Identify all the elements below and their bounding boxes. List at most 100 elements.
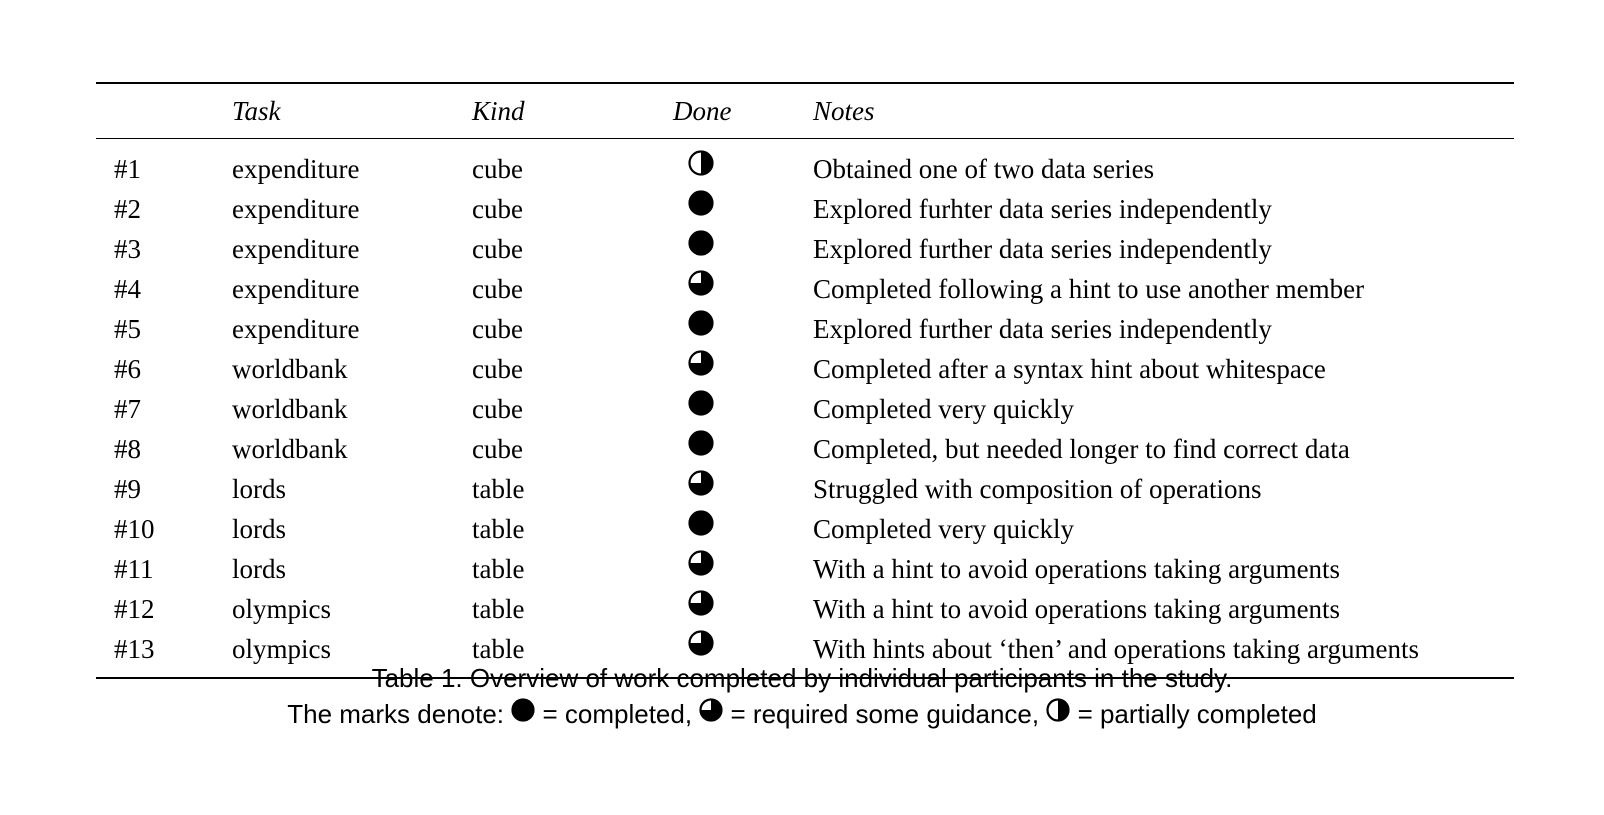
table-row: #3 expenditure cube Explored further data s… [96, 229, 1514, 269]
table-header-row: Task Kind Done Notes [96, 84, 1514, 138]
cell-kind: table [472, 633, 525, 664]
cell-id: #6 [114, 353, 141, 384]
cell-kind: cube [472, 273, 523, 304]
cell-done [673, 429, 813, 469]
cell-notes: Completed, but needed longer to find cor… [813, 433, 1350, 464]
cell-task: expenditure [232, 313, 360, 344]
table-row: #5 expenditure cube Explored further data s… [96, 309, 1514, 349]
table-bottom-rule [96, 677, 1514, 679]
cell-done [673, 509, 813, 549]
header-notes: Notes [813, 95, 875, 126]
cell-id: #3 [114, 233, 141, 264]
cell-done [673, 389, 813, 429]
cell-id: #7 [114, 393, 141, 424]
table-header-rule [96, 138, 1514, 139]
results-table-container: Task Kind Done Notes #1 expenditure cube Ob… [96, 82, 1514, 679]
cell-notes: With hints about ‘then’ and operations t… [813, 633, 1420, 664]
guidance-mark-icon [699, 695, 723, 731]
cell-kind: cube [472, 193, 523, 224]
partial-mark-icon [1046, 695, 1070, 731]
table-row: #13 olympics table With hints about ‘then’ … [96, 629, 1514, 669]
cell-id: #10 [114, 513, 155, 544]
cell-task: expenditure [232, 273, 360, 304]
cell-task: worldbank [232, 393, 348, 424]
cell-kind: table [472, 593, 525, 624]
cell-task: lords [232, 473, 286, 504]
cell-id: #2 [114, 193, 141, 224]
cell-id: #8 [114, 433, 141, 464]
cell-task: worldbank [232, 353, 348, 384]
completed-mark-icon [688, 230, 714, 263]
cell-task: lords [232, 553, 286, 584]
completed-mark-icon [688, 430, 714, 463]
cell-id: #5 [114, 313, 141, 344]
cell-id: #11 [114, 553, 154, 584]
cell-notes: Obtained one of two data series [813, 153, 1155, 184]
cell-done [673, 549, 813, 589]
cell-id: #1 [114, 153, 141, 184]
completed-mark-icon [688, 310, 714, 343]
cell-task: expenditure [232, 193, 360, 224]
cell-done [673, 189, 813, 229]
caption-legend-partial: = partially completed [1070, 699, 1317, 729]
cell-notes: Completed very quickly [813, 393, 1074, 424]
cell-done [673, 589, 813, 629]
cell-kind: table [472, 513, 525, 544]
cell-kind: cube [472, 433, 523, 464]
cell-task: lords [232, 513, 286, 544]
table-row: #9 lords table Struggled with composition o… [96, 469, 1514, 509]
cell-done [673, 229, 813, 269]
cell-notes: Completed following a hint to use anothe… [813, 273, 1365, 304]
table-caption: Table 1. Overview of work completed by i… [0, 660, 1604, 734]
cell-notes: Explored furhter data series independent… [813, 193, 1272, 224]
cell-kind: cube [472, 313, 523, 344]
completed-mark-icon [511, 695, 535, 731]
cell-task: olympics [232, 633, 331, 664]
cell-notes: Struggled with composition of operations [813, 473, 1262, 504]
cell-kind: cube [472, 353, 523, 384]
cell-kind: table [472, 553, 525, 584]
completed-mark-icon [688, 510, 714, 543]
table-row: #4 expenditure cube Completed following a h… [96, 269, 1514, 309]
table-row: #12 olympics table With a hint to avoid ope… [96, 589, 1514, 629]
cell-done [673, 269, 813, 309]
caption-line-2: The marks denote: = completed, = require… [0, 696, 1604, 734]
table-top-rule [96, 82, 1514, 84]
guidance-mark-icon [688, 590, 714, 623]
cell-notes: With a hint to avoid operations taking a… [813, 593, 1341, 624]
cell-done [673, 629, 813, 669]
cell-notes: With a hint to avoid operations taking a… [813, 553, 1341, 584]
guidance-mark-icon [688, 550, 714, 583]
header-task: Task [232, 95, 281, 126]
caption-line-1: Table 1. Overview of work completed by i… [371, 663, 1233, 693]
cell-done [673, 139, 813, 189]
cell-done [673, 349, 813, 389]
cell-kind: cube [472, 153, 523, 184]
cell-kind: cube [472, 233, 523, 264]
cell-id: #13 [114, 633, 155, 664]
cell-done [673, 309, 813, 349]
table-row: #7 worldbank cube Completed very quickly [96, 389, 1514, 429]
partial-mark-icon [688, 150, 714, 183]
completed-mark-icon [688, 190, 714, 223]
cell-done [673, 469, 813, 509]
cell-kind: table [472, 473, 525, 504]
caption-legend-prefix: The marks denote: [287, 699, 512, 729]
cell-id: #9 [114, 473, 141, 504]
guidance-mark-icon [688, 350, 714, 383]
table-row: #10 lords table Completed very quickly [96, 509, 1514, 549]
guidance-mark-icon [688, 630, 714, 663]
cell-notes: Completed very quickly [813, 513, 1074, 544]
guidance-mark-icon [688, 470, 714, 503]
results-table-body: #1 expenditure cube Obtained one of two dat… [96, 139, 1514, 669]
cell-kind: cube [472, 393, 523, 424]
table-row: #11 lords table With a hint to avoid operat… [96, 549, 1514, 589]
cell-task: expenditure [232, 153, 360, 184]
cell-notes: Explored further data series independent… [813, 313, 1272, 344]
completed-mark-icon [688, 390, 714, 423]
table-row: #1 expenditure cube Obtained one of two dat… [96, 139, 1514, 189]
table-row: #8 worldbank cube Completed, but needed lon… [96, 429, 1514, 469]
cell-notes: Explored further data series independent… [813, 233, 1272, 264]
header-id [96, 84, 232, 138]
cell-task: expenditure [232, 233, 360, 264]
